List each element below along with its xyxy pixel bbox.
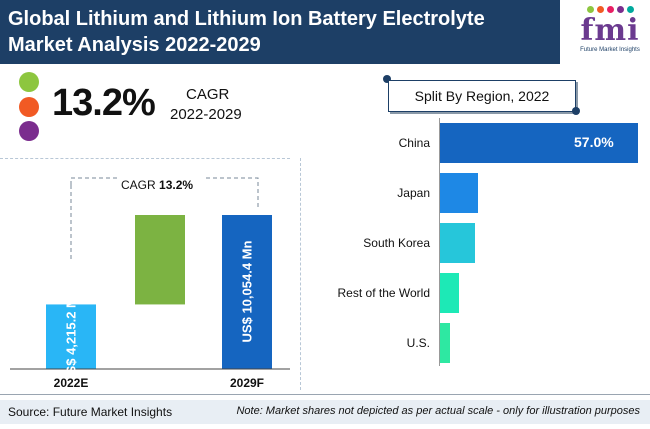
region-title-ornament-right [572,107,580,115]
region-label: China [398,136,430,150]
region-bar-u-s- [440,323,451,363]
region-value-label: 57.0% [574,134,614,150]
logo-dot-4 [626,6,634,13]
bar-2022e-label: US$ 4,215.2 Mn [63,288,79,384]
cagr-label: CAGR [186,86,230,103]
purple-dot-icon [19,121,39,141]
page-title: Global Lithium and Lithium Ion Battery E… [8,8,485,56]
cagr-annotation-value: 13.2% [159,178,194,192]
fmi-logo: fmi Future Market Insights [575,6,645,58]
orange-dot-icon [19,97,39,117]
bar-2029f [222,215,272,369]
logo-dots [575,6,645,16]
region-bar-rest-of-the-world [440,273,460,313]
market-size-svg [10,177,290,370]
region-bar-china [440,123,638,163]
logo-subtitle: Future Market Insights [580,47,640,53]
cagr-years: 2022-2029 [170,106,242,123]
logo-dot-3 [616,6,624,13]
region-label: U.S. [406,336,430,350]
green-dot-icon [19,72,39,92]
region-chart-title: Split By Region, 2022 [388,80,576,112]
bar-2022e [46,304,96,369]
footer: Source: Future Market Insights Note: Mar… [0,400,650,424]
footer-divider [0,394,650,395]
logo-dot-1 [596,6,604,13]
logo-dot-0 [586,6,594,13]
note-text: Note: Market shares not depicted as per … [236,405,640,417]
bar-growth [135,215,185,305]
x-tick-2029f: 2029F [229,376,265,390]
cagr-bracket [70,177,259,210]
region-label: South Korea [363,236,430,250]
region-label: Japan [397,186,430,200]
title-banner-edge [520,0,560,64]
region-title-ornament-left [383,75,391,83]
logo-wordmark: fmi [580,13,640,48]
region-bar-south-korea [440,223,475,263]
x-tick-2022e: 2022E [53,376,89,390]
column-divider [300,158,301,390]
title-banner [0,0,560,64]
source-text: Source: Future Market Insights [8,405,173,419]
cagr-annotation-prefix: CAGR [121,178,156,192]
section-divider [0,158,290,159]
region-y-axis [439,118,440,366]
bar-2029f-label: US$ 10,054.4 Mn [239,240,255,343]
logo-dot-2 [606,6,614,13]
region-bar-japan [440,173,479,213]
cagr-annotation: CAGR 13.2% [118,177,197,193]
region-label: Rest of the World [337,286,430,300]
cagr-value: 13.2% [52,82,156,124]
